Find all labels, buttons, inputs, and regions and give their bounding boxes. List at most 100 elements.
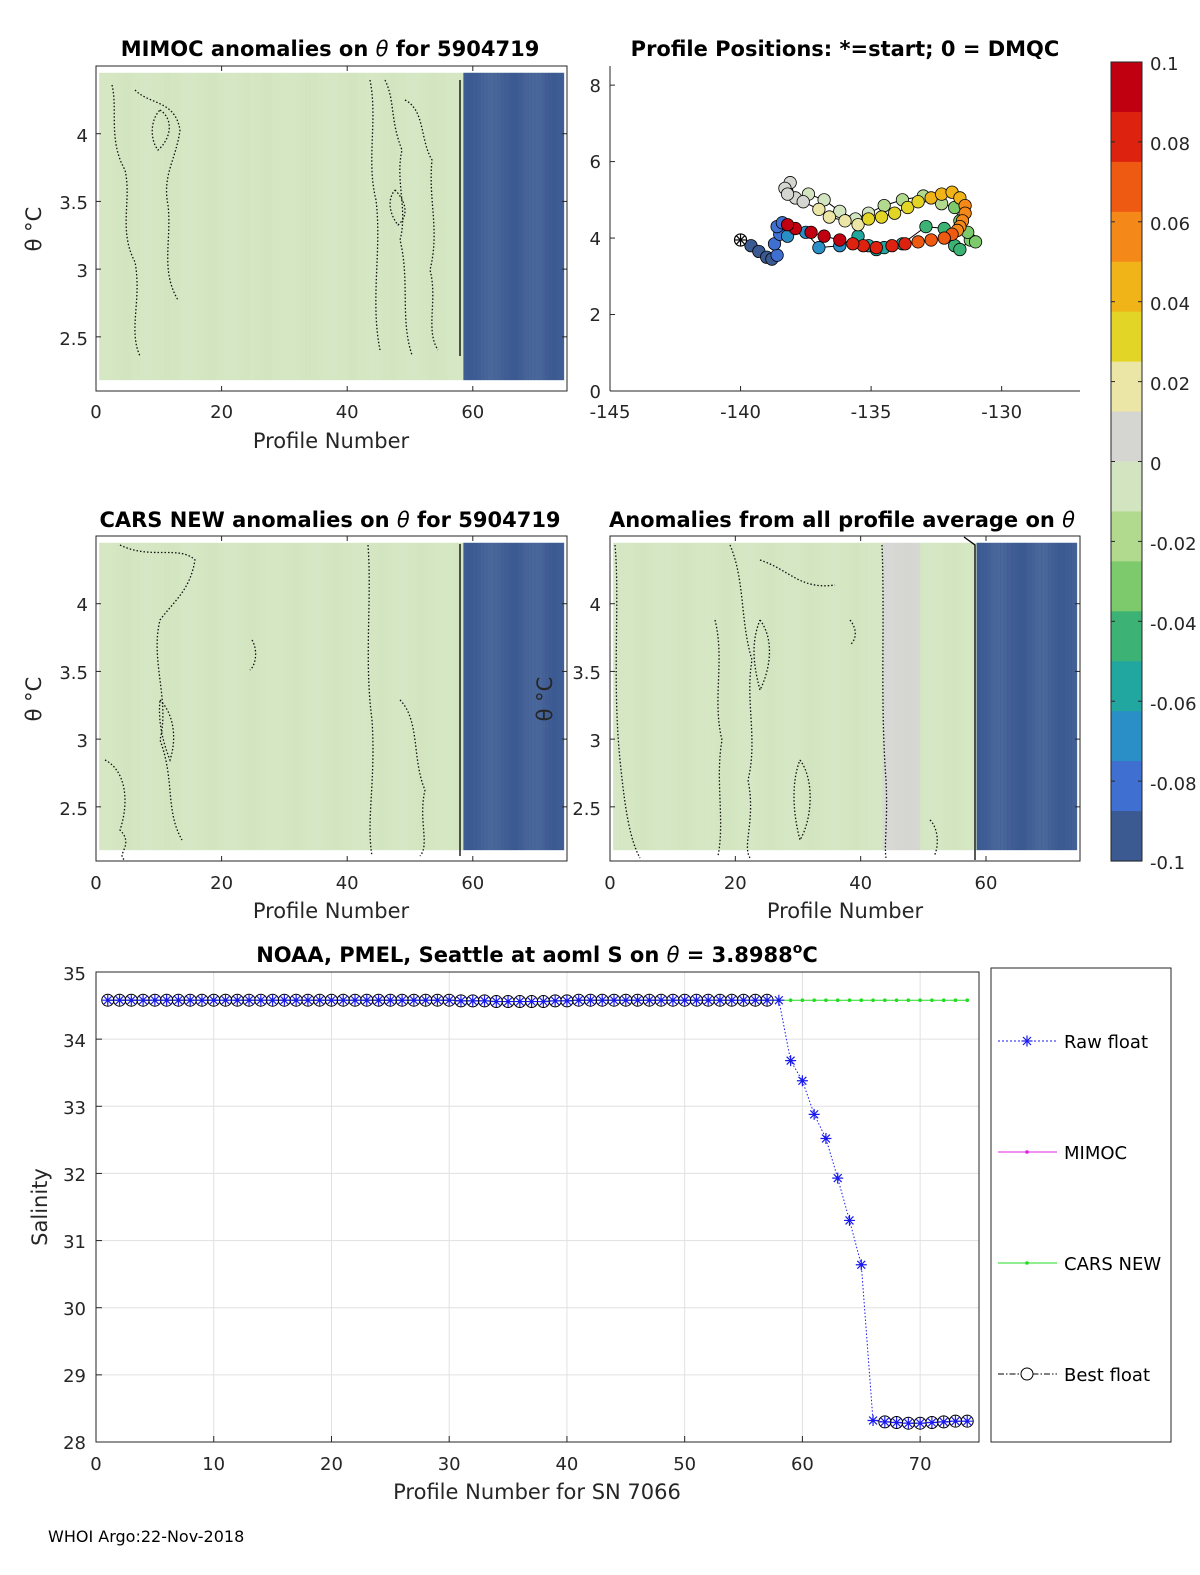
raw-float-point [325,994,337,1006]
allavg-cell [920,542,924,851]
cars-cell [510,542,515,851]
cars-cell [405,542,409,851]
cars-cell [377,542,382,851]
positions-ytick: 0 [590,382,601,403]
allavg-cell [871,542,876,851]
colorbar-label: 0.06 [1150,214,1190,235]
raw-float-point [114,994,126,1006]
mimoc-cell [538,72,542,381]
mimoc-cell [504,72,508,381]
mimoc-cell [150,72,154,381]
cars-cell [480,542,485,851]
colorbar-block [1111,261,1142,313]
positions-ticks [609,84,1003,392]
cars-cell [275,542,280,851]
profile-position-point [924,233,938,247]
allavg-cell [1020,542,1025,851]
cars-ytick: 3 [77,731,88,752]
profile-position-point [937,231,951,245]
mimoc-cell [129,72,134,381]
mimoc-cell [416,72,420,381]
allavg-cell [759,542,764,851]
raw-float-point [526,996,538,1008]
mimoc-ytick: 4 [77,126,88,147]
cars-cell [462,542,464,851]
raw-float-point [267,994,279,1006]
allavg-cell [1048,542,1052,851]
profile-position-point [812,202,826,216]
cars-cell [497,542,502,851]
mimoc-cell [173,72,178,381]
cars-cell [224,542,229,851]
allavg-cell [906,542,911,851]
mimoc-cell [470,72,474,381]
mimoc-cell [270,72,274,381]
cars-cell [350,542,355,851]
mimoc-cell [385,72,390,381]
cars-cell [126,542,131,851]
mimoc-cell [184,72,188,381]
raw-float-point [949,1415,961,1427]
cars-cell [343,542,348,851]
positions-title: Profile Positions: *=start; 0 = DMQC [631,37,1060,61]
mimoc-cell [476,72,481,381]
salinity-ytick: 31 [63,1232,86,1253]
cars-cell [551,542,556,851]
positions-xtick: -140 [720,402,761,423]
cars-cell [428,542,433,851]
allavg-cell [796,542,801,851]
salinity-ytick: 30 [63,1299,86,1320]
mimoc-cell [372,72,376,381]
colorbar-block [1111,62,1142,113]
allavg-cell [993,542,998,851]
cars-cell [449,542,454,851]
raw-float-point [738,994,750,1006]
mimoc-cell [204,72,209,381]
allavg-cell [909,542,914,851]
colorbar-ticks [1111,61,1142,862]
cars-ytick: 4 [77,595,88,616]
mimoc-cell [561,72,565,381]
mimoc-cell [457,72,461,381]
colorbar-blocks [1111,62,1142,862]
cars-cell [241,542,246,851]
allavg-cell [640,542,645,851]
allavg-cell [976,542,981,851]
allavg-cell [698,542,702,851]
allavg-cell [990,542,994,851]
cars-cell [398,542,403,851]
allavg-cell [954,542,958,851]
allavg-cell [762,542,767,851]
mimoc-cell [273,72,278,381]
profile-position-point [885,239,899,253]
salinity-ylabel: Salinity [28,1168,52,1246]
raw-float-point [537,996,549,1008]
cars-cell [292,542,297,851]
start-marker-spoke [735,235,746,245]
mimoc-cell [109,72,114,381]
allavg-cell [616,542,621,851]
allavg-cell [745,542,750,851]
mimoc-cell [395,72,400,381]
legend-raw-label: Raw float [1064,1032,1148,1053]
allavg-cell [889,542,894,851]
cars-cell [122,542,127,851]
profile-position-point [968,235,983,249]
cars-cell [255,542,260,851]
mimoc-ytick: 2.5 [59,329,88,350]
cars-contours [104,544,426,861]
allavg-cell [916,542,921,851]
mimoc-cell [423,72,427,381]
cars-cell [282,542,287,851]
allavg-cell [636,542,641,851]
mimoc-cell [493,72,498,381]
cars-cell [272,542,277,851]
allavg-cell [704,542,709,851]
allavg-cell [738,542,743,851]
cars-panel: CARS NEW anomalies on θ for 5904719 0 20… [22,508,568,923]
cars-cell [500,542,505,851]
mimoc-cell [487,72,491,381]
mimoc-ylabel: θ °C [22,207,46,252]
allavg-cell [1031,542,1035,851]
mimoc-cell [218,72,222,381]
